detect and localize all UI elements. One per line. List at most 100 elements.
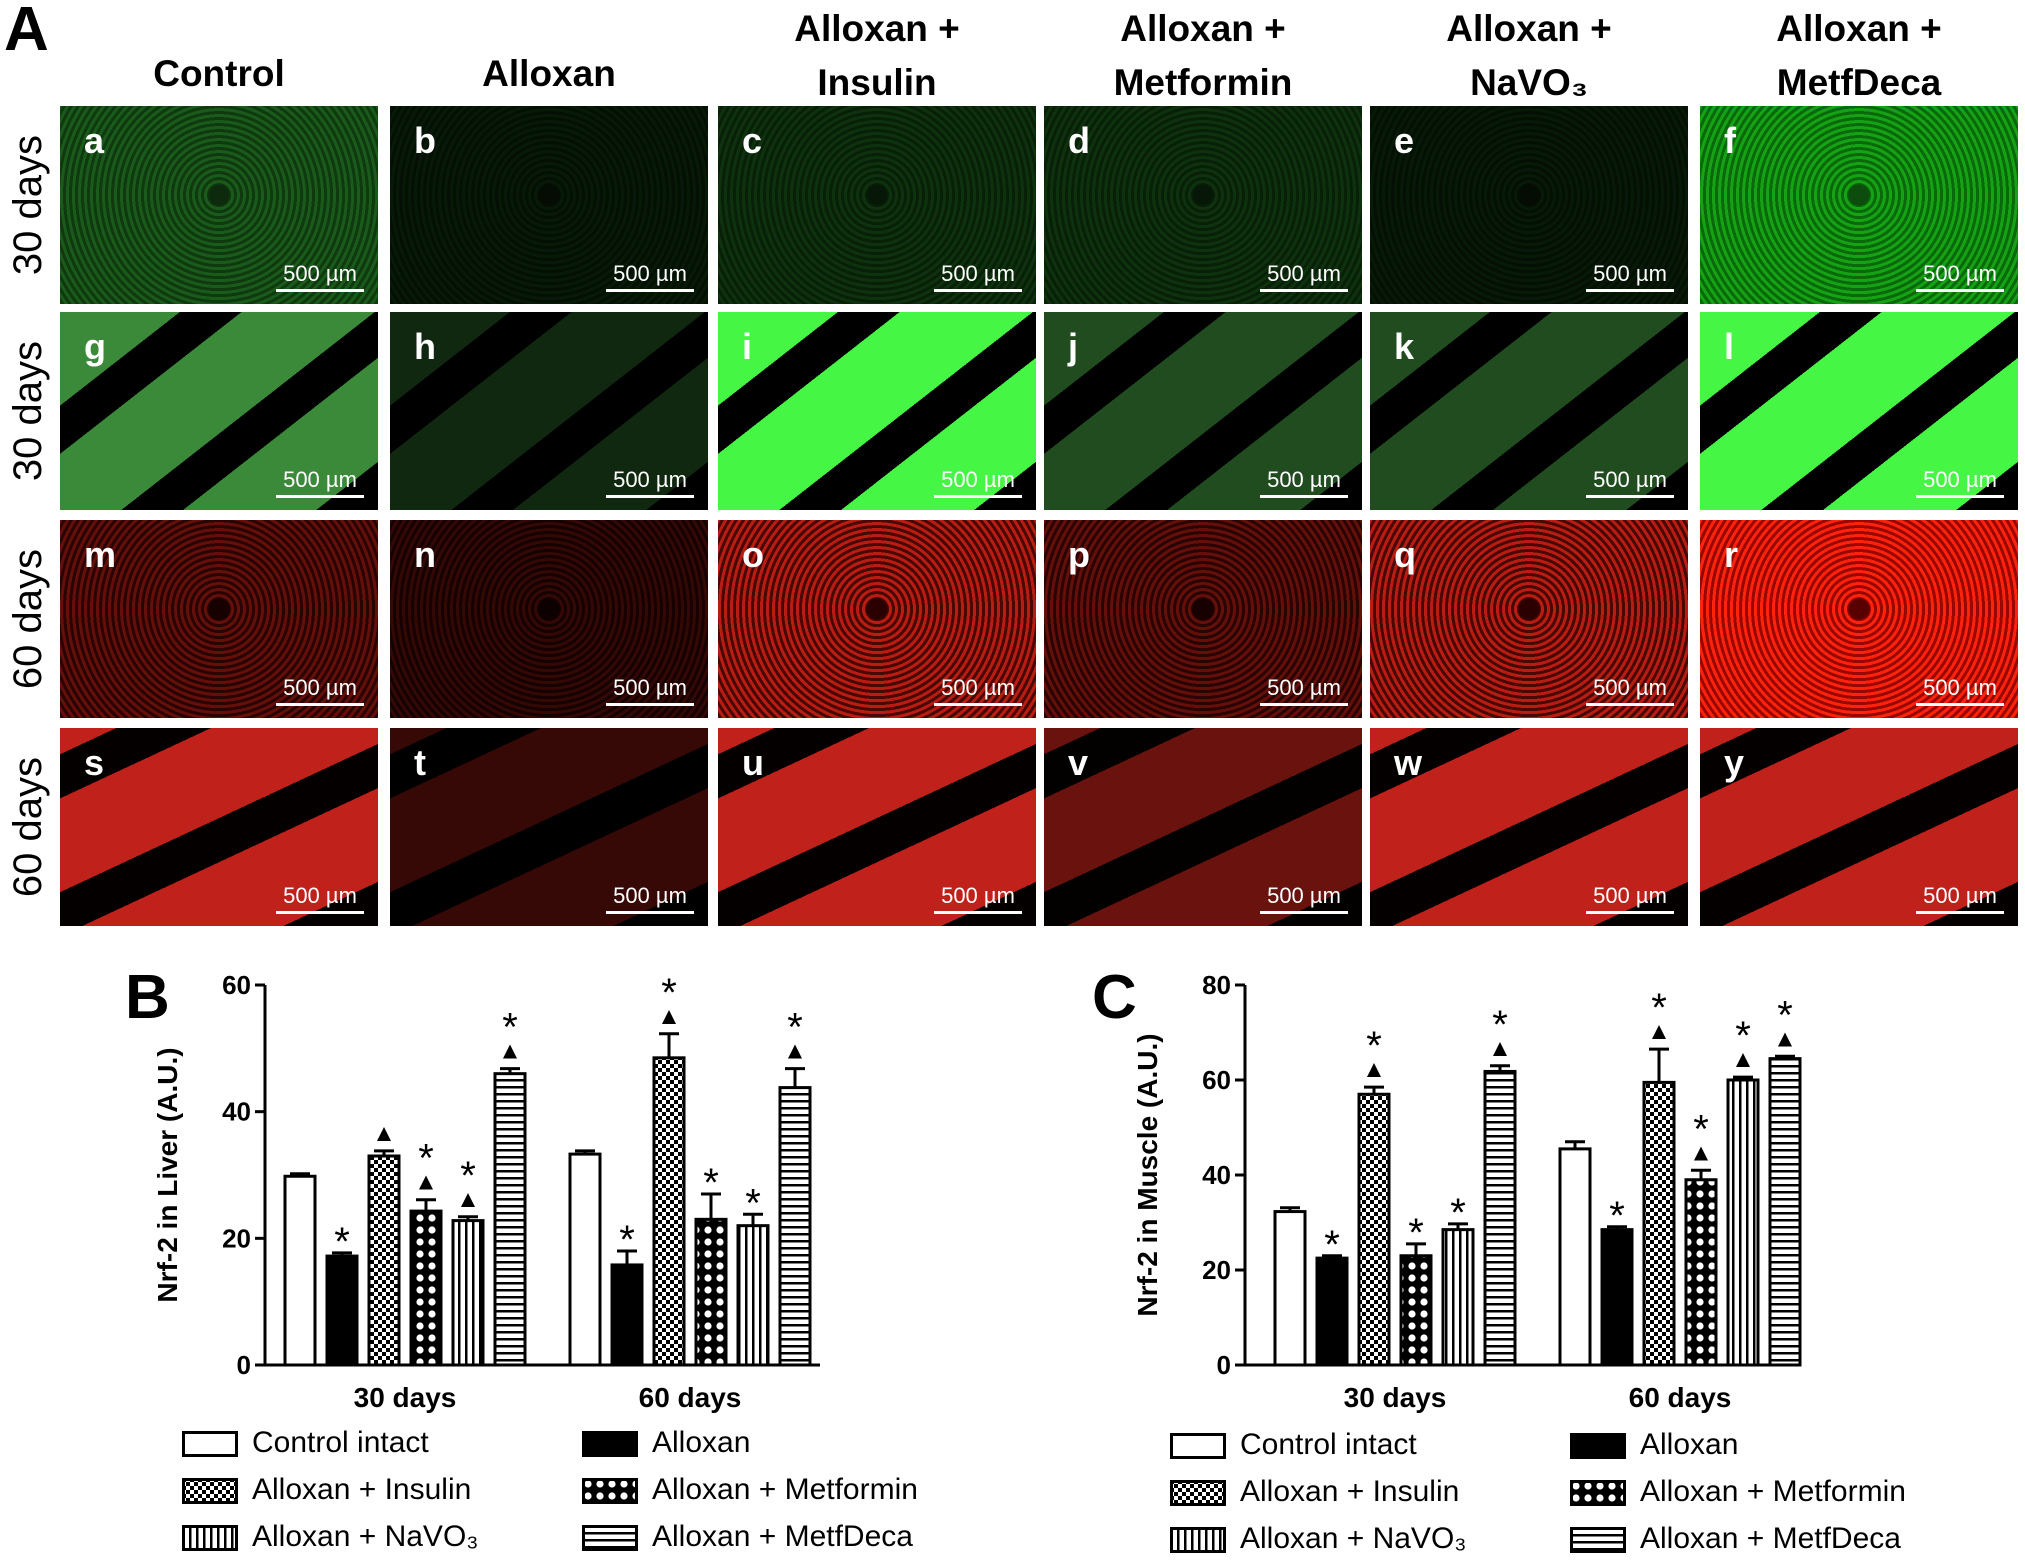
scale-bar-line: [934, 911, 1022, 914]
legend-label: Alloxan: [1640, 1428, 1739, 1461]
scale-bar: 500 µm: [1260, 262, 1348, 292]
bar: [325, 1254, 359, 1367]
row-header: 60 days: [6, 548, 50, 690]
micrograph-tile: [390, 728, 708, 926]
significance-triangle: ▲: [1362, 1056, 1386, 1083]
micrograph-overlay: f 500 µm: [1700, 106, 2018, 304]
micrograph-tile: [718, 728, 1036, 926]
legend-item: Alloxan + MetfDeca: [582, 1519, 913, 1555]
micrograph-tile: [718, 106, 1036, 304]
micrograph-letter: g: [84, 326, 106, 367]
y-tick-label: 60: [222, 970, 251, 1000]
micrograph-overlay: n 500 µm: [390, 520, 708, 718]
column-header-line: Alloxan +: [1120, 8, 1286, 49]
scale-bar: 500 µm: [606, 262, 694, 292]
legend-item: Control intact: [1170, 1427, 1417, 1463]
column-header-line: Alloxan +: [794, 8, 960, 49]
significance-star: *: [787, 1006, 803, 1050]
scale-bar: 500 µm: [1586, 468, 1674, 498]
significance-triangle: ▲: [498, 1038, 522, 1065]
micrograph-tile: [1370, 728, 1688, 926]
scale-bar-line: [1586, 911, 1674, 914]
x-category-label: 60 days: [639, 1382, 742, 1413]
y-tick-label: 60: [1202, 1065, 1231, 1095]
scale-bar-line: [606, 703, 694, 706]
legend-item: Alloxan: [582, 1425, 750, 1461]
scale-bar-line: [276, 289, 364, 292]
legend-swatch: [182, 1431, 238, 1458]
row-header: 30 days: [6, 340, 50, 482]
scale-bar: 500 µm: [934, 262, 1022, 292]
legend-item: Alloxan + NaVO₃: [1170, 1521, 1467, 1557]
micrograph-letter: d: [1068, 120, 1090, 161]
micrograph-letter: h: [414, 326, 436, 367]
scale-bar-line: [276, 495, 364, 498]
micrograph-letter: j: [1068, 326, 1079, 367]
micrograph-tile: [60, 106, 378, 304]
scale-bar-line: [1260, 495, 1348, 498]
scale-bar-label: 500 µm: [283, 467, 357, 492]
significance-star: *: [418, 1137, 434, 1181]
column-header-line: Metformin: [1113, 62, 1293, 103]
significance-triangle: ▲: [1731, 1046, 1755, 1073]
column-header: Alloxan + MetfDeca: [1699, 2, 2019, 110]
micrograph-tile: [1044, 520, 1362, 718]
significance-star: *: [502, 1006, 518, 1050]
panel-b-label: B: [125, 963, 170, 1032]
scale-bar: 500 µm: [934, 676, 1022, 706]
micrograph-tile: [1700, 312, 2018, 510]
scale-bar-line: [276, 703, 364, 706]
micrograph-letter: r: [1724, 534, 1739, 575]
micrograph-tile: [1044, 728, 1362, 926]
micrograph-overlay: q 500 µm: [1370, 520, 1688, 718]
scale-bar: 500 µm: [1916, 884, 2004, 914]
micrograph-overlay: i 500 µm: [718, 312, 1036, 510]
micrograph-letter: n: [414, 534, 436, 575]
scale-bar-label: 500 µm: [613, 261, 687, 286]
significance-triangle: ▲: [456, 1186, 480, 1213]
micrograph-letter: y: [1724, 742, 1745, 783]
legend-swatch: [582, 1478, 638, 1505]
row-header: 60 days: [6, 756, 50, 898]
legend-swatch: [1170, 1480, 1226, 1507]
legend-swatch: [182, 1478, 238, 1505]
micrograph-overlay: k 500 µm: [1370, 312, 1688, 510]
micrograph-tile: [1370, 106, 1688, 304]
column-header-line: Control: [153, 53, 285, 94]
legend-item: Control intact: [182, 1425, 429, 1461]
bar: [1357, 1092, 1391, 1367]
bar: [1441, 1228, 1475, 1367]
micrograph-tile: [390, 312, 708, 510]
significance-star: *: [1408, 1211, 1424, 1255]
bar: [610, 1263, 644, 1367]
scale-bar: 500 µm: [276, 676, 364, 706]
scale-bar-label: 500 µm: [613, 467, 687, 492]
scale-bar: 500 µm: [934, 884, 1022, 914]
scale-bar-line: [1916, 911, 2004, 914]
legend-swatch: [582, 1431, 638, 1458]
bar: [778, 1086, 812, 1367]
scale-bar: 500 µm: [276, 884, 364, 914]
micrograph-tile: [1370, 312, 1688, 510]
legend-swatch: [1570, 1433, 1626, 1460]
scale-bar-label: 500 µm: [1267, 467, 1341, 492]
column-header-line: Alloxan +: [1446, 8, 1612, 49]
micrograph-overlay: g 500 µm: [60, 312, 378, 510]
scale-bar-label: 500 µm: [1593, 261, 1667, 286]
panel-a-label: A: [4, 0, 49, 64]
bar: [1315, 1256, 1349, 1367]
scale-bar-line: [1260, 911, 1348, 914]
scale-bar-line: [934, 495, 1022, 498]
significance-star: *: [1777, 993, 1793, 1037]
micrograph-tile: [1700, 728, 2018, 926]
micrograph-overlay: j 500 µm: [1044, 312, 1362, 510]
scale-bar-line: [1260, 703, 1348, 706]
scale-bar: 500 µm: [1916, 262, 2004, 292]
micrograph-overlay: m 500 µm: [60, 520, 378, 718]
legend-label: Alloxan + MetfDeca: [652, 1520, 913, 1553]
significance-star: *: [460, 1154, 476, 1198]
scale-bar-line: [606, 911, 694, 914]
y-tick-label: 20: [222, 1223, 251, 1253]
micrograph-letter: e: [1394, 120, 1415, 161]
